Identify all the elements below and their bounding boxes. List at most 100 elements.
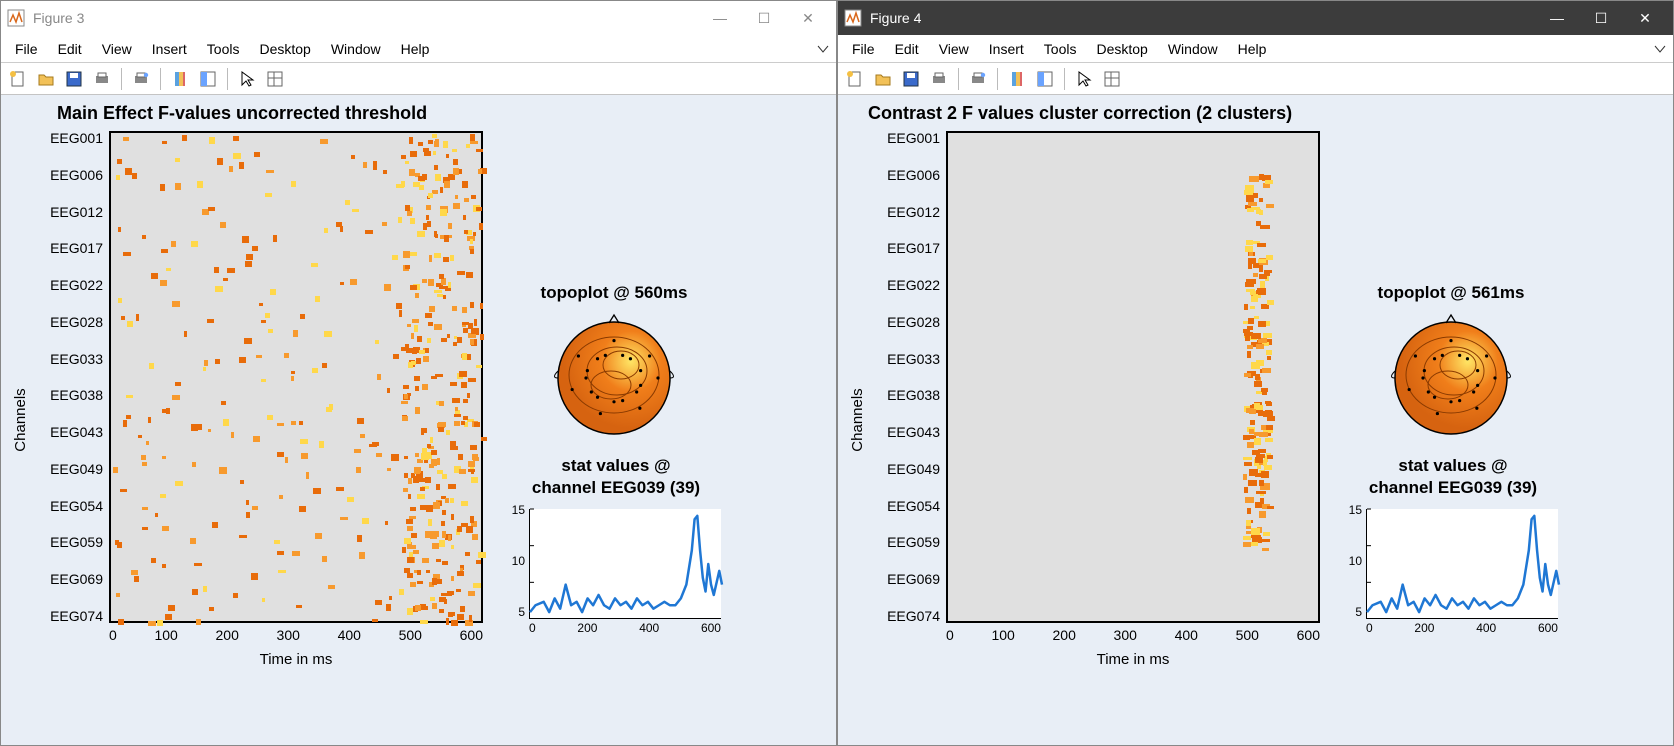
x-tick: 600 bbox=[460, 627, 483, 643]
menu-insert[interactable]: Insert bbox=[142, 39, 197, 59]
tool-col-icon[interactable] bbox=[167, 66, 193, 92]
stat-y-ticks: 15105 bbox=[1344, 503, 1362, 619]
y-tick: EEG074 bbox=[21, 609, 103, 623]
y-tick: EEG017 bbox=[858, 241, 940, 255]
tool-print2-icon[interactable] bbox=[128, 66, 154, 92]
app-icon bbox=[844, 9, 862, 27]
y-axis-label: Channels bbox=[849, 388, 866, 451]
figure-body: Contrast 2 F values cluster correction (… bbox=[838, 95, 1673, 745]
x-tick: 600 bbox=[1297, 627, 1320, 643]
menubar: File Edit View Insert Tools Desktop Wind… bbox=[838, 35, 1673, 63]
x-axis-label: Time in ms bbox=[946, 651, 1320, 668]
stat-x-tick: 400 bbox=[639, 621, 659, 635]
maximize-button[interactable]: ☐ bbox=[1579, 3, 1623, 33]
stat-title-line2: channel EEG039 (39) bbox=[532, 478, 700, 497]
topoplot-title: topoplot @ 560ms bbox=[509, 283, 719, 303]
menu-file[interactable]: File bbox=[842, 39, 885, 59]
y-tick: EEG049 bbox=[21, 462, 103, 476]
statplot-title: stat values @ channel EEG039 (39) bbox=[1338, 455, 1568, 499]
tool-cursor-icon[interactable] bbox=[234, 66, 260, 92]
menu-help[interactable]: Help bbox=[1228, 39, 1277, 59]
x-tick: 500 bbox=[399, 627, 422, 643]
stat-x-tick: 400 bbox=[1476, 621, 1496, 635]
menu-window[interactable]: Window bbox=[321, 39, 391, 59]
menu-insert[interactable]: Insert bbox=[979, 39, 1034, 59]
menu-desktop[interactable]: Desktop bbox=[1086, 39, 1157, 59]
topoplot[interactable] bbox=[549, 313, 679, 443]
figure-body: Main Effect F-values uncorrected thresho… bbox=[1, 95, 836, 745]
figure-window-3: Figure 3 — ☐ ✕ File Edit View Insert Too… bbox=[0, 0, 837, 746]
titlebar[interactable]: Figure 3 — ☐ ✕ bbox=[1, 1, 836, 35]
statplot-axes[interactable] bbox=[1366, 509, 1558, 619]
y-tick: EEG017 bbox=[21, 241, 103, 255]
menu-view[interactable]: View bbox=[929, 39, 979, 59]
y-tick: EEG043 bbox=[858, 425, 940, 439]
tool-new-icon[interactable] bbox=[5, 66, 31, 92]
menu-edit[interactable]: Edit bbox=[885, 39, 929, 59]
y-tick: EEG074 bbox=[858, 609, 940, 623]
menu-view[interactable]: View bbox=[92, 39, 142, 59]
y-tick-labels: EEG001EEG006EEG012EEG017EEG022EEG028EEG0… bbox=[21, 131, 103, 623]
topoplot[interactable] bbox=[1386, 313, 1516, 443]
stat-x-tick: 600 bbox=[701, 621, 721, 635]
stat-y-tick: 5 bbox=[1344, 605, 1362, 619]
minimize-button[interactable]: — bbox=[1535, 3, 1579, 33]
tool-new-icon[interactable] bbox=[842, 66, 868, 92]
y-tick: EEG043 bbox=[21, 425, 103, 439]
menu-desktop[interactable]: Desktop bbox=[249, 39, 320, 59]
x-tick: 200 bbox=[1053, 627, 1076, 643]
stat-x-tick: 600 bbox=[1538, 621, 1558, 635]
app-icon bbox=[7, 9, 25, 27]
menu-tools[interactable]: Tools bbox=[1034, 39, 1087, 59]
tool-print2-icon[interactable] bbox=[965, 66, 991, 92]
minimize-button[interactable]: — bbox=[698, 3, 742, 33]
tool-col-icon[interactable] bbox=[1004, 66, 1030, 92]
stat-y-tick: 15 bbox=[507, 503, 525, 517]
menu-dropdown-icon[interactable] bbox=[814, 40, 832, 58]
close-button[interactable]: ✕ bbox=[786, 3, 830, 33]
statplot-axes[interactable] bbox=[529, 509, 721, 619]
x-tick: 0 bbox=[109, 627, 117, 643]
y-tick: EEG054 bbox=[21, 499, 103, 513]
stat-y-ticks: 15105 bbox=[507, 503, 525, 619]
stat-x-tick: 200 bbox=[577, 621, 597, 635]
y-tick: EEG054 bbox=[858, 499, 940, 513]
x-tick: 100 bbox=[991, 627, 1014, 643]
menubar: File Edit View Insert Tools Desktop Wind… bbox=[1, 35, 836, 63]
menu-tools[interactable]: Tools bbox=[197, 39, 250, 59]
y-tick: EEG038 bbox=[21, 388, 103, 402]
x-tick: 200 bbox=[216, 627, 239, 643]
menu-edit[interactable]: Edit bbox=[48, 39, 92, 59]
stat-title-line2: channel EEG039 (39) bbox=[1369, 478, 1537, 497]
close-button[interactable]: ✕ bbox=[1623, 3, 1667, 33]
tool-insp-icon[interactable] bbox=[195, 66, 221, 92]
x-tick-labels: 0100200300400500600 bbox=[109, 627, 483, 643]
stat-x-tick: 200 bbox=[1414, 621, 1434, 635]
heatmap-axes[interactable] bbox=[946, 131, 1320, 623]
titlebar[interactable]: Figure 4 — ☐ ✕ bbox=[838, 1, 1673, 35]
maximize-button[interactable]: ☐ bbox=[742, 3, 786, 33]
tool-data-icon[interactable] bbox=[262, 66, 288, 92]
x-tick: 0 bbox=[946, 627, 954, 643]
tool-save-icon[interactable] bbox=[61, 66, 87, 92]
y-tick: EEG059 bbox=[21, 535, 103, 549]
tool-open-icon[interactable] bbox=[33, 66, 59, 92]
y-tick: EEG038 bbox=[858, 388, 940, 402]
y-tick: EEG033 bbox=[21, 352, 103, 366]
tool-insp-icon[interactable] bbox=[1032, 66, 1058, 92]
x-tick: 400 bbox=[338, 627, 361, 643]
menu-dropdown-icon[interactable] bbox=[1651, 40, 1669, 58]
tool-save-icon[interactable] bbox=[898, 66, 924, 92]
tool-data-icon[interactable] bbox=[1099, 66, 1125, 92]
menu-help[interactable]: Help bbox=[391, 39, 440, 59]
tool-open-icon[interactable] bbox=[870, 66, 896, 92]
tool-print-icon[interactable] bbox=[926, 66, 952, 92]
menu-file[interactable]: File bbox=[5, 39, 48, 59]
y-tick: EEG006 bbox=[858, 168, 940, 182]
y-axis-label: Channels bbox=[12, 388, 29, 451]
tool-cursor-icon[interactable] bbox=[1071, 66, 1097, 92]
tool-print-icon[interactable] bbox=[89, 66, 115, 92]
x-tick: 300 bbox=[277, 627, 300, 643]
heatmap-axes[interactable] bbox=[109, 131, 483, 623]
menu-window[interactable]: Window bbox=[1158, 39, 1228, 59]
